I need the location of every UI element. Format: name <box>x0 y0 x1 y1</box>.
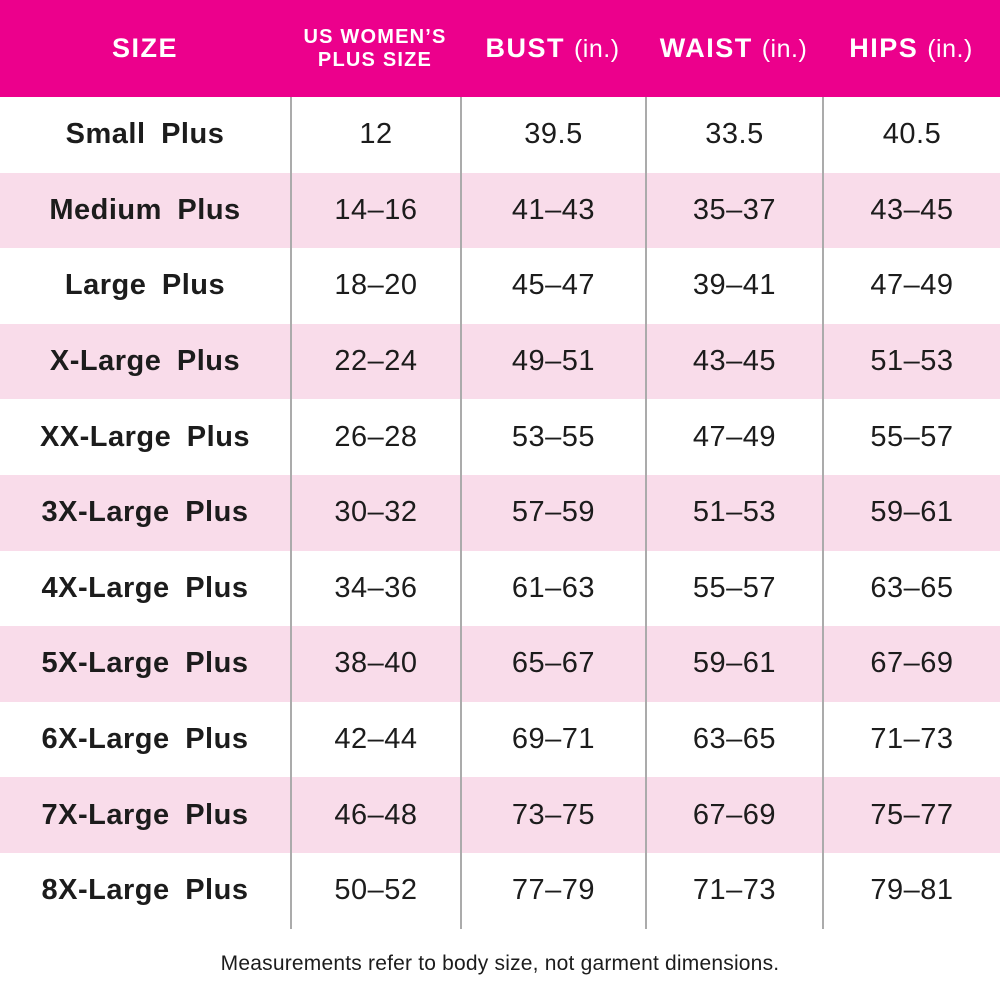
row-plus-value: 22–24 <box>290 323 460 400</box>
row-hips-value: 43–45 <box>822 172 1000 249</box>
row-hips-value: 79–81 <box>822 852 1000 929</box>
header-waist: WAIST (in.) <box>645 0 822 97</box>
row-hips-value: 47–49 <box>822 248 1000 324</box>
header-waist-unit: (in.) <box>761 35 808 64</box>
row-waist-value: 47–49 <box>645 399 822 475</box>
header-us-plus-size-line1: US WOMEN’S <box>303 26 447 49</box>
row-hips-value: 75–77 <box>822 777 1000 853</box>
header-hips-label: HIPS <box>849 33 919 64</box>
header-us-plus-size: US WOMEN’S PLUS SIZE <box>290 0 460 97</box>
table-row: 8X-Large Plus 50–52 77–79 71–73 79–81 <box>0 852 1000 929</box>
row-plus-value: 26–28 <box>290 399 460 475</box>
row-waist-value: 71–73 <box>645 852 822 929</box>
header-size: SIZE <box>0 0 290 97</box>
table-row: 6X-Large Plus 42–44 69–71 63–65 71–73 <box>0 701 1000 778</box>
row-size-label: XX-Large Plus <box>39 420 251 453</box>
row-hips-value: 55–57 <box>822 399 1000 475</box>
table-header: SIZE US WOMEN’S PLUS SIZE BUST (in.) WAI… <box>0 0 1000 97</box>
table-row: 3X-Large Plus 30–32 57–59 51–53 59–61 <box>0 474 1000 551</box>
row-waist-value: 59–61 <box>645 626 822 702</box>
row-hips-value: 51–53 <box>822 323 1000 400</box>
table-row: 5X-Large Plus 38–40 65–67 59–61 67–69 <box>0 626 1000 702</box>
row-waist-value: 67–69 <box>645 777 822 853</box>
row-plus-value: 14–16 <box>290 172 460 249</box>
table-body: Small Plus 12 39.5 33.5 40.5 Medium Plus 14–16… <box>0 97 1000 929</box>
row-size-label: 6X-Large Plus <box>41 723 249 756</box>
row-bust-value: 77–79 <box>460 852 645 929</box>
table-row: Medium Plus 14–16 41–43 35–37 43–45 <box>0 172 1000 249</box>
row-bust-value: 69–71 <box>460 701 645 778</box>
header-bust-label: BUST <box>485 33 565 64</box>
row-plus-value: 34–36 <box>290 550 460 627</box>
table-row: Small Plus 12 39.5 33.5 40.5 <box>0 97 1000 173</box>
row-size-label: 8X-Large Plus <box>41 874 249 907</box>
row-hips-value: 71–73 <box>822 701 1000 778</box>
row-hips-value: 59–61 <box>822 474 1000 551</box>
header-hips-unit: (in.) <box>927 35 973 64</box>
row-bust-value: 61–63 <box>460 550 645 627</box>
header-hips: HIPS (in.) <box>822 0 1000 97</box>
row-waist-value: 63–65 <box>645 701 822 778</box>
row-plus-value: 42–44 <box>290 701 460 778</box>
row-waist-value: 55–57 <box>645 550 822 627</box>
row-size-label: 5X-Large Plus <box>41 647 249 680</box>
row-hips-value: 63–65 <box>822 550 1000 627</box>
row-waist-value: 51–53 <box>645 474 822 551</box>
row-waist-value: 39–41 <box>645 248 822 324</box>
row-bust-value: 53–55 <box>460 399 645 475</box>
measurement-footnote: Measurements refer to body size, not gar… <box>220 952 780 976</box>
header-size-label: SIZE <box>111 33 178 64</box>
row-waist-value: 35–37 <box>645 172 822 249</box>
table-row: XX-Large Plus 26–28 53–55 47–49 55–57 <box>0 399 1000 475</box>
row-size-label: 3X-Large Plus <box>41 496 249 529</box>
header-bust: BUST (in.) <box>460 0 645 97</box>
header-us-plus-size-line2: PLUS SIZE <box>317 48 433 71</box>
row-hips-value: 67–69 <box>822 626 1000 702</box>
table-row: Large Plus 18–20 45–47 39–41 47–49 <box>0 248 1000 324</box>
row-bust-value: 45–47 <box>460 248 645 324</box>
row-bust-value: 65–67 <box>460 626 645 702</box>
row-size-label: Medium Plus <box>49 193 241 226</box>
row-bust-value: 39.5 <box>460 97 645 173</box>
header-bust-unit: (in.) <box>573 35 620 64</box>
table-row: 7X-Large Plus 46–48 73–75 67–69 75–77 <box>0 777 1000 853</box>
row-size-label: 4X-Large Plus <box>41 571 249 604</box>
row-plus-value: 50–52 <box>290 852 460 929</box>
row-size-label: Large Plus <box>64 269 226 302</box>
row-plus-value: 18–20 <box>290 248 460 324</box>
row-waist-value: 33.5 <box>645 97 822 173</box>
row-size-label: 7X-Large Plus <box>41 798 249 831</box>
table-row: 4X-Large Plus 34–36 61–63 55–57 63–65 <box>0 550 1000 627</box>
row-bust-value: 57–59 <box>460 474 645 551</box>
row-waist-value: 43–45 <box>645 323 822 400</box>
row-size-label: X-Large Plus <box>49 345 241 378</box>
row-bust-value: 73–75 <box>460 777 645 853</box>
table-row: X-Large Plus 22–24 49–51 43–45 51–53 <box>0 323 1000 400</box>
row-size-label: Small Plus <box>65 118 225 151</box>
row-plus-value: 30–32 <box>290 474 460 551</box>
row-hips-value: 40.5 <box>822 97 1000 173</box>
row-plus-value: 12 <box>290 97 460 173</box>
header-waist-label: WAIST <box>659 33 753 64</box>
row-bust-value: 49–51 <box>460 323 645 400</box>
row-plus-value: 38–40 <box>290 626 460 702</box>
row-plus-value: 46–48 <box>290 777 460 853</box>
row-bust-value: 41–43 <box>460 172 645 249</box>
